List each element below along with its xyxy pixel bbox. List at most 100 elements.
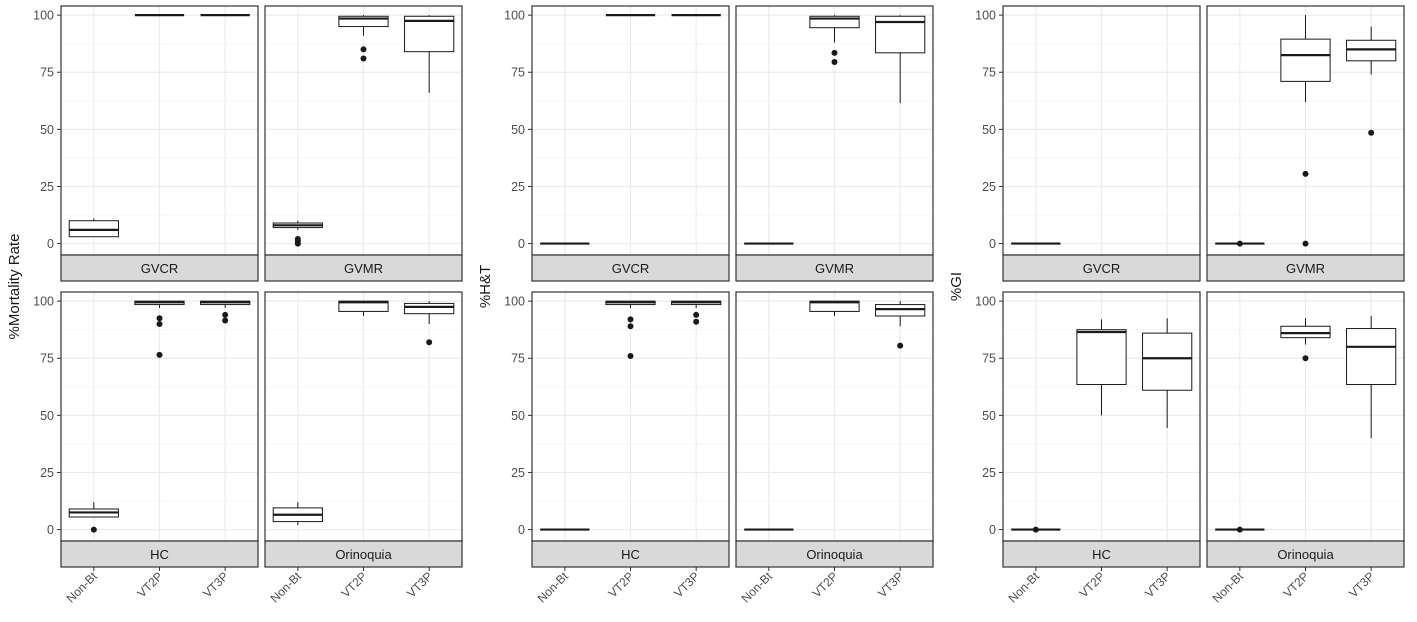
box-body — [875, 304, 926, 317]
strip-label: GVCR — [612, 261, 650, 276]
strip-background — [1206, 254, 1405, 282]
x-tick-label: VT2P — [809, 569, 840, 600]
box-non-bt — [68, 502, 119, 533]
box-vt2p — [809, 300, 860, 316]
box-body — [1280, 325, 1331, 339]
y-tick-label: 25 — [40, 466, 54, 480]
chart-3: GVCR 0 25 50 75 100 GVMR HC 0 25 50 75 100 Non-Bt VT2P… — [948, 5, 1405, 606]
box-vt2p — [1076, 319, 1127, 416]
box-vt3p — [200, 300, 251, 324]
facet-panel-gvmr: GVMR — [1206, 5, 1405, 282]
outlier-point — [1236, 526, 1243, 533]
y-tick-label: 0 — [518, 523, 525, 537]
box-vt3p — [1346, 26, 1397, 136]
outlier-point — [1302, 355, 1309, 362]
box-body — [68, 220, 119, 238]
x-tick-label: VT3P — [671, 569, 702, 600]
y-tick-label: 0 — [47, 237, 54, 251]
box-vt3p — [404, 15, 455, 93]
strip-background — [264, 254, 463, 282]
y-tick-label: 100 — [33, 295, 54, 309]
y-tick-label: 75 — [511, 352, 525, 366]
x-tick-label: VT2P — [134, 569, 165, 600]
outlier-point — [426, 339, 433, 346]
y-tick-label: 50 — [511, 409, 525, 423]
x-tick-label: VT3P — [875, 569, 906, 600]
box-vt2p — [134, 300, 185, 358]
outlier-point — [294, 236, 301, 243]
x-tick-label: VT3P — [200, 569, 231, 600]
y-axis-title: %H&T — [477, 265, 494, 308]
box-body — [1142, 332, 1193, 391]
facet-panel-hc: HC 0 25 50 75 100 Non-Bt VT2P VT3P — [33, 291, 259, 606]
box-body — [1346, 328, 1397, 386]
y-tick-label: 25 — [982, 180, 996, 194]
y-tick-label: 100 — [33, 9, 54, 23]
box-body — [809, 300, 860, 312]
x-tick-label: VT2P — [605, 569, 636, 600]
y-tick-label: 75 — [40, 66, 54, 80]
outlier-point — [1302, 170, 1309, 177]
outlier-point — [1368, 129, 1375, 136]
outlier-point — [1032, 526, 1039, 533]
facet-panel-gvcr: GVCR 0 25 50 75 100 — [504, 5, 730, 282]
y-tick-label: 50 — [40, 409, 54, 423]
outlier-point — [156, 320, 163, 327]
box-body — [404, 302, 455, 315]
box-non-bt — [1011, 526, 1061, 533]
x-tick-label: VT3P — [404, 569, 435, 600]
box-vt2p — [1280, 15, 1331, 247]
x-tick-label: Non-Bt — [1210, 569, 1247, 606]
y-tick-label: 75 — [40, 352, 54, 366]
x-tick-label: VT2P — [1076, 569, 1107, 600]
y-tick-label: 100 — [975, 9, 996, 23]
y-tick-label: 0 — [989, 523, 996, 537]
outlier-point — [1302, 240, 1309, 247]
y-tick-label: 0 — [47, 523, 54, 537]
outlier-point — [222, 317, 229, 324]
y-tick-label: 25 — [982, 466, 996, 480]
strip-label: Orinoquia — [1277, 547, 1334, 562]
outlier-point — [831, 49, 838, 56]
box-non-bt — [1215, 240, 1265, 247]
box-vt2p — [338, 15, 389, 62]
box-body — [1076, 329, 1127, 386]
strip-label: HC — [621, 547, 640, 562]
box-body — [1346, 39, 1397, 62]
y-tick-label: 75 — [511, 66, 525, 80]
strip-label: GVMR — [815, 261, 854, 276]
box-vt3p — [1142, 318, 1193, 428]
box-vt2p — [1280, 318, 1331, 362]
y-axis-title: %GI — [948, 272, 965, 301]
strip-label: GVCR — [141, 261, 179, 276]
x-tick-label: VT3P — [1142, 569, 1173, 600]
outlier-point — [627, 352, 634, 359]
strip-label: Orinoquia — [806, 547, 863, 562]
box-vt2p — [809, 15, 860, 65]
outlier-point — [627, 316, 634, 323]
outlier-point — [156, 315, 163, 322]
x-tick-label: Non-Bt — [268, 569, 305, 606]
strip-label: HC — [150, 547, 169, 562]
x-tick-label: VT3P — [1346, 569, 1377, 600]
outlier-point — [831, 58, 838, 65]
outlier-point — [222, 311, 229, 318]
facet-panel-hc: HC 0 25 50 75 100 Non-Bt VT2P VT3P — [975, 291, 1201, 606]
box-body — [404, 15, 455, 53]
y-tick-label: 0 — [518, 237, 525, 251]
facet-panel-gvcr: GVCR 0 25 50 75 100 — [975, 5, 1201, 282]
strip-label: HC — [1092, 547, 1111, 562]
y-tick-label: 100 — [504, 9, 525, 23]
facet-panel-orinoquia: Orinoquia Non-Bt VT2P VT3P — [264, 291, 463, 606]
box-vt3p — [1346, 315, 1397, 439]
box-vt2p — [338, 300, 389, 316]
x-tick-label: Non-Bt — [739, 569, 776, 606]
x-tick-label: Non-Bt — [64, 569, 101, 606]
box-non-bt — [68, 218, 119, 238]
box-body — [809, 15, 860, 29]
strip-background — [60, 540, 259, 568]
y-tick-label: 100 — [504, 295, 525, 309]
facet-panel-hc: HC 0 25 50 75 100 Non-Bt VT2P VT3P — [504, 291, 730, 606]
box-vt3p — [875, 301, 926, 349]
